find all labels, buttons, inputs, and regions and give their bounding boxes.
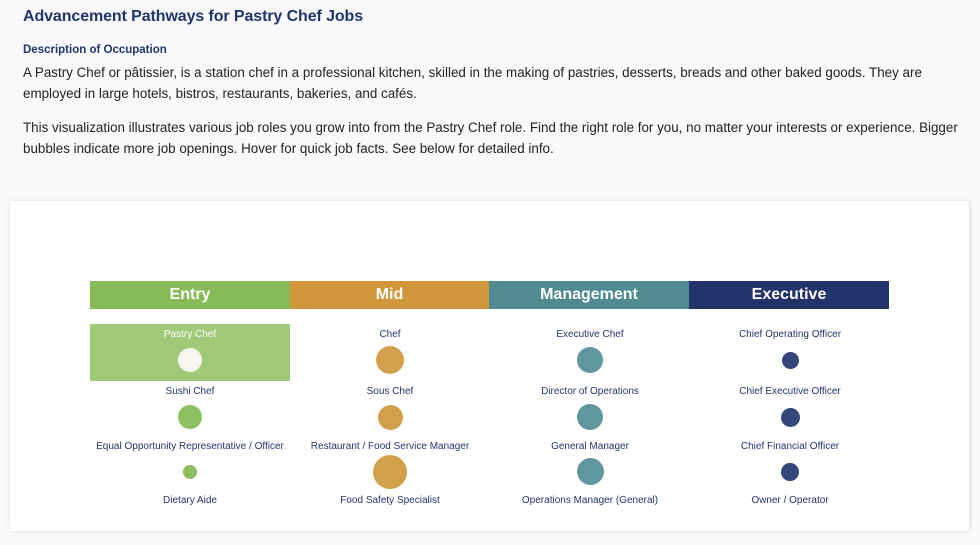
visualization-intro: This visualization illustrates various j… [23,120,958,156]
job-bubble[interactable] [577,347,603,373]
job-bubble[interactable] [178,405,202,429]
job-general-manager[interactable]: General Manager [490,436,690,491]
job-label: Chief Financial Officer [740,440,840,452]
job-chief-financial-officer[interactable]: Chief Financial Officer [690,436,890,491]
job-bubble[interactable] [781,351,799,369]
job-equal-opportunity-representative[interactable]: Equal Opportunity Representative / Offic… [90,436,290,491]
job-label: Chief Executive Officer [739,386,841,397]
job-label: General Manager [551,440,629,452]
job-label: Sous Chef [366,386,414,397]
level-header-mid: Mid [290,281,489,309]
job-bubble[interactable] [377,404,403,430]
column-executive: Chief Operating Officer Chief Executive … [690,324,890,545]
job-label: Chef [379,329,401,340]
job-sushi-chef[interactable]: Sushi Chef [90,381,290,436]
job-executive-chef[interactable]: Executive Chef [490,324,690,381]
job-label: Dietary Aide [163,495,217,506]
job-label: Sushi Chef [165,386,215,397]
level-header-management: Management [489,281,689,309]
job-director-of-operations[interactable]: Director of Operations [490,381,690,436]
job-bubble[interactable] [781,462,799,481]
job-label: Owner / Operator [751,495,829,506]
job-bubble[interactable] [183,464,197,479]
job-label: Restaurant / Food Service Manager [310,440,470,452]
job-label: Director of Operations [541,386,639,397]
job-operations-manager[interactable]: Operations Manager (General) [490,490,690,545]
occupation-description: A Pastry Chef or pâtissier, is a station… [23,65,922,101]
description-heading: Description of Occupation [23,44,167,56]
job-label: Executive Chef [556,329,624,340]
job-chief-executive-officer[interactable]: Chief Executive Officer [690,381,890,436]
job-label: Food Safety Specialist [340,495,440,506]
job-chief-operating-officer[interactable]: Chief Operating Officer [690,324,890,381]
job-food-safety-specialist[interactable]: Food Safety Specialist [290,490,490,545]
job-bubble[interactable] [576,458,604,485]
job-bubble[interactable] [178,348,202,372]
pathway-chart-card: Entry Mid Management Executive Pastry Ch… [10,201,969,531]
column-entry: Pastry Chef Sushi Chef Equal Opportunity… [90,324,290,545]
job-bubble[interactable] [376,346,404,374]
job-bubble[interactable] [780,407,800,427]
column-mid: Chef Sous Chef Restaurant / Food Service… [290,324,490,545]
job-columns: Pastry Chef Sushi Chef Equal Opportunity… [90,324,889,545]
job-bubble[interactable] [373,454,407,489]
level-header-entry: Entry [90,281,290,309]
column-management: Executive Chef Director of Operations Ge… [490,324,690,545]
level-header-executive: Executive [689,281,889,309]
job-bubble[interactable] [577,404,603,430]
page-title: Advancement Pathways for Pastry Chef Job… [23,8,364,25]
job-label: Chief Operating Officer [738,329,842,340]
job-label: Operations Manager (General) [521,495,659,506]
job-chef[interactable]: Chef [290,324,490,381]
job-label: Equal Opportunity Representative / Offic… [96,440,284,452]
job-sous-chef[interactable]: Sous Chef [290,381,490,436]
job-restaurant-food-service-manager[interactable]: Restaurant / Food Service Manager [290,436,490,491]
job-pastry-chef[interactable]: Pastry Chef [90,324,290,381]
job-owner-operator[interactable]: Owner / Operator [690,490,890,545]
job-label: Pastry Chef [163,329,217,340]
job-dietary-aide[interactable]: Dietary Aide [90,490,290,545]
career-level-header: Entry Mid Management Executive [90,281,889,309]
